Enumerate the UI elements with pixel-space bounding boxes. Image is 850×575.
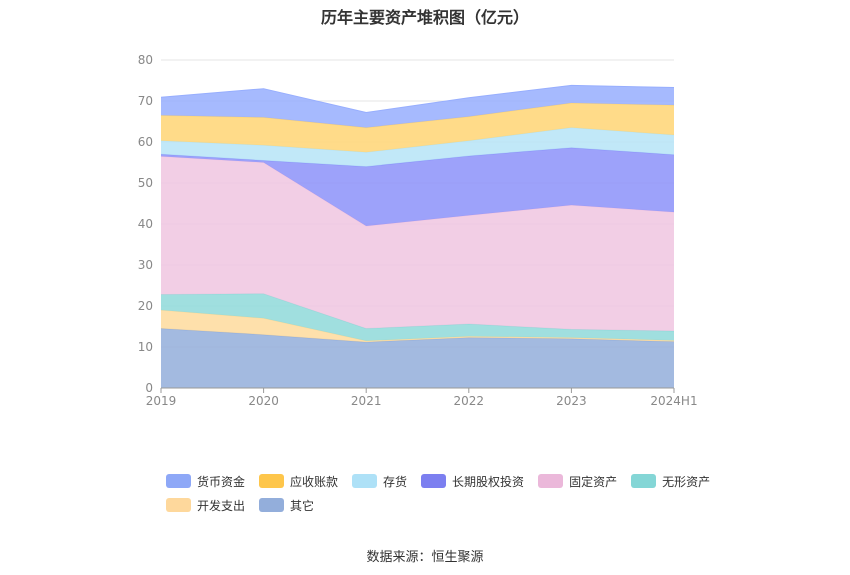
legend-item[interactable]: 其它 (259, 496, 314, 514)
legend-swatch (166, 474, 191, 488)
x-tick-label: 2020 (248, 394, 279, 408)
legend-label: 其它 (290, 498, 315, 513)
legend-label: 应收账款 (290, 474, 339, 489)
y-tick-label: 80 (138, 53, 153, 67)
legend-item[interactable]: 存货 (352, 472, 407, 490)
chart-title: 历年主要资产堆积图（亿元） (320, 8, 529, 27)
legend-row-2: 开发支出 其它 (166, 496, 726, 520)
chart-legend: 货币资金 应收账款 存货 长期股权投资 固定资产 无形资产 开发支出 其它 (166, 472, 726, 520)
legend-label: 无形资产 (662, 474, 711, 489)
y-tick-label: 0 (145, 381, 153, 395)
legend-swatch (166, 498, 191, 512)
x-tick-label: 2023 (556, 394, 587, 408)
legend-item[interactable]: 货币资金 (166, 472, 245, 490)
legend-swatch (352, 474, 378, 488)
y-tick-label: 50 (138, 176, 153, 190)
legend-item[interactable]: 开发支出 (166, 496, 245, 514)
legend-label: 固定资产 (569, 474, 618, 489)
line-货币资金 (160, 84, 675, 113)
area-开发支出 (161, 310, 674, 343)
legend-item[interactable]: 无形资产 (631, 472, 710, 490)
y-tick-label: 60 (138, 135, 153, 149)
area-其它 (161, 328, 674, 388)
area-应收账款 (161, 103, 674, 153)
legend-swatch (631, 474, 657, 488)
x-tick-label: 2024H1 (650, 394, 697, 408)
area-货币资金 (161, 85, 674, 128)
area-固定资产 (161, 156, 674, 332)
area-无形资产 (161, 293, 674, 341)
legend-swatch (259, 474, 285, 488)
legend-swatch (538, 474, 564, 488)
area-存货 (161, 127, 674, 167)
legend-item[interactable]: 固定资产 (538, 472, 617, 490)
legend-label: 开发支出 (197, 498, 246, 513)
legend-item[interactable]: 应收账款 (259, 472, 338, 490)
legend-label: 存货 (383, 474, 408, 489)
y-tick-label: 10 (138, 340, 153, 354)
legend-swatch (259, 498, 285, 512)
legend-swatch (421, 474, 447, 488)
data-source-note: 数据来源：恒生聚源 (366, 550, 484, 565)
legend-label: 长期股权投资 (452, 474, 525, 489)
area-长期股权投资 (161, 147, 674, 227)
y-tick-label: 70 (138, 94, 153, 108)
legend-item[interactable]: 长期股权投资 (421, 472, 524, 490)
y-tick-label: 20 (138, 299, 153, 313)
legend-row-1: 货币资金 应收账款 存货 长期股权投资 固定资产 无形资产 (166, 472, 726, 496)
y-tick-label: 30 (138, 258, 153, 272)
y-tick-label: 40 (138, 217, 153, 231)
x-tick-label: 2019 (146, 394, 177, 408)
x-tick-label: 2021 (351, 394, 382, 408)
legend-label: 货币资金 (197, 474, 246, 489)
x-tick-label: 2022 (454, 394, 485, 408)
